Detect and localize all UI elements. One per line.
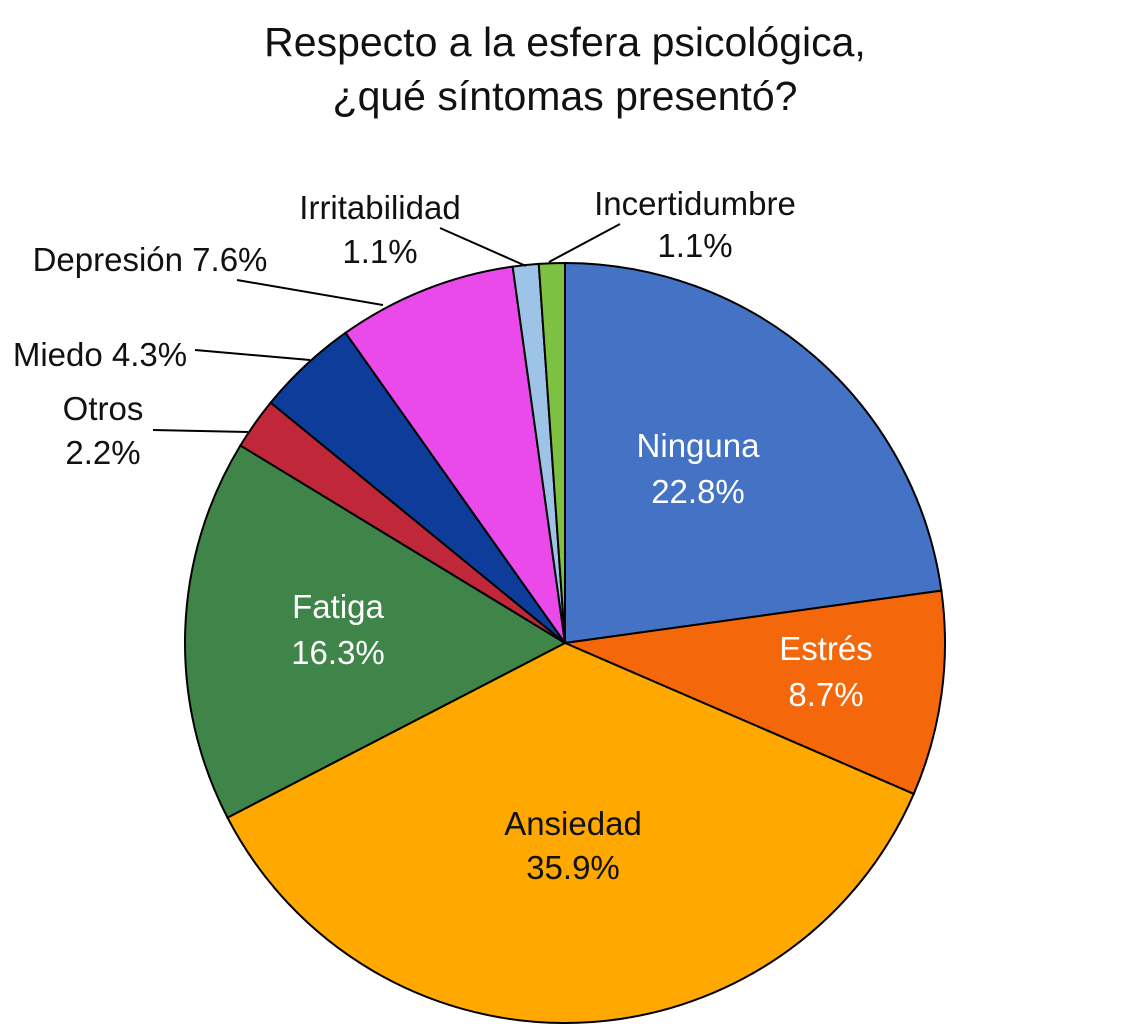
category-label-irritabilidad: Irritabilidad xyxy=(299,189,460,226)
category-label-ninguna: Ninguna xyxy=(637,427,761,464)
leader-line-miedo xyxy=(194,349,311,361)
pie-slice-incertidumbre xyxy=(537,261,566,644)
value-label-estrés: 8.7% xyxy=(788,676,863,713)
value-label-ninguna: 22.8% xyxy=(651,473,745,510)
pie-slice-estrés xyxy=(561,589,946,796)
leader-line-depresión xyxy=(236,279,384,306)
data-label-depresión: Depresión 7.6% xyxy=(33,241,268,278)
value-label-ansiedad: 35.9% xyxy=(526,849,620,886)
chart-title-line-2: ¿qué síntomas presentó? xyxy=(333,73,798,119)
category-label-incertidumbre: Incertidumbre xyxy=(594,185,796,222)
leader-line-otros xyxy=(152,429,249,433)
leader-line-irritabilidad xyxy=(439,227,527,267)
category-label-otros: Otros xyxy=(63,390,144,427)
pie-slice-ninguna xyxy=(564,261,943,645)
value-label-incertidumbre: 1.1% xyxy=(657,227,732,264)
value-label-otros: 2.2% xyxy=(65,434,140,471)
pie-slice-fatiga xyxy=(184,444,568,819)
value-label-irritabilidad: 1.1% xyxy=(342,233,417,270)
leader-line-incertidumbre xyxy=(548,223,621,263)
chart-title-line-1: Respecto a la esfera psicológica, xyxy=(264,19,866,65)
pie-slice-ansiedad xyxy=(226,641,916,1024)
category-label-estrés: Estrés xyxy=(779,630,873,667)
category-label-ansiedad: Ansiedad xyxy=(504,805,642,842)
data-label-miedo: Miedo 4.3% xyxy=(13,336,187,373)
category-label-fatiga: Fatiga xyxy=(292,588,384,625)
pie-slice-depresión xyxy=(344,265,566,644)
value-label-fatiga: 16.3% xyxy=(291,634,385,671)
